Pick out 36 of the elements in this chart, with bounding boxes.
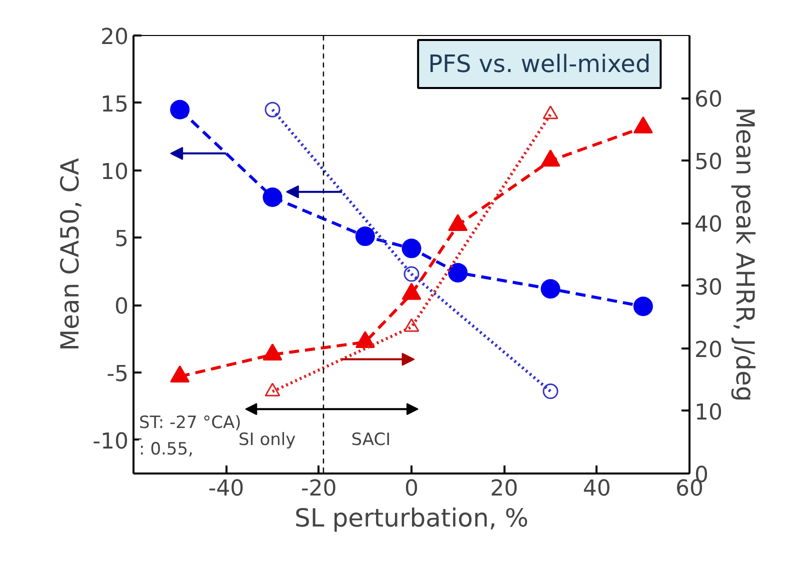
y2-tick-label: 30	[694, 275, 722, 300]
y2-tick-label: 10	[694, 400, 722, 426]
annotation: : 0.55,	[139, 439, 194, 460]
y-tick-label: 20	[100, 25, 129, 50]
y-tick-label: 5	[114, 227, 129, 252]
annotation: SI only	[238, 430, 296, 450]
y-tick-label: 15	[100, 92, 129, 118]
y-tick-label: -10	[92, 429, 129, 454]
point	[264, 102, 280, 118]
x-axis-title: SL perturbation, %	[294, 504, 528, 532]
x-tick-label: 0	[404, 476, 418, 502]
point	[262, 187, 282, 207]
y-tick-label: 0	[114, 294, 129, 320]
annotation: SACI	[351, 430, 391, 450]
x-tick-label: 20	[490, 476, 518, 502]
y2-tick-label: 40	[694, 212, 722, 238]
point	[402, 238, 422, 258]
point	[404, 266, 420, 282]
text: PFS vs. well-mixed	[428, 50, 651, 78]
y2-tick-label: 60	[694, 88, 722, 113]
point	[170, 100, 190, 120]
point	[448, 262, 468, 282]
x-tick-label: -20	[300, 476, 337, 502]
y-tick-label: -5	[106, 362, 128, 387]
point	[633, 296, 653, 316]
y2-tick-label: 50	[694, 150, 722, 176]
x-tick-label: -40	[208, 476, 244, 502]
point	[542, 384, 558, 400]
point	[540, 279, 560, 299]
y-tick-label: 10	[100, 160, 129, 185]
x-tick-label: 40	[582, 476, 611, 502]
y2-axis-title: Mean peak AHRR, J/deg	[730, 107, 760, 402]
point	[355, 226, 375, 246]
y-axis-title: Mean CA50, CA	[56, 158, 85, 351]
y2-tick-label: 20	[694, 338, 722, 363]
annotation: ST: -27 °CA)	[139, 413, 242, 434]
